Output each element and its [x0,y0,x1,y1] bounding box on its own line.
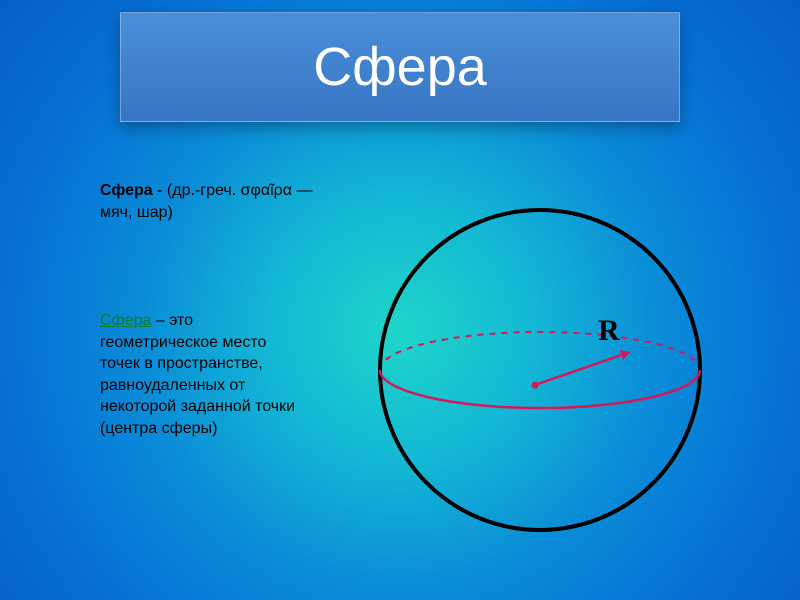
term-link: Сфера [100,312,151,329]
term-bold: Сфера [100,182,153,199]
definition-etymology: Сфера - (др.-греч. σφαῖρα — мяч, шар) [100,180,320,223]
definition-text: – это геометрическое место точек в прост… [100,312,295,437]
title-bar: Сфера [120,12,680,122]
radius-line [535,352,630,385]
sphere-outline [380,210,700,530]
equator-back [380,332,700,370]
equator-front [380,370,700,408]
sphere-svg: R [340,180,740,560]
page-title: Сфера [313,36,487,98]
radius-label: R [598,314,620,347]
definition-geometry: Сфера – это геометрическое место точек в… [100,310,310,440]
sphere-diagram: R [340,180,740,560]
